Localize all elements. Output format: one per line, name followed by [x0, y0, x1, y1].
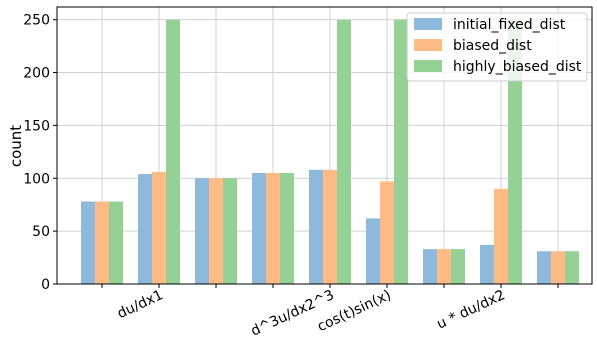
bar-highly_biased_dist: [223, 178, 237, 284]
y-tick-label: 250: [23, 13, 50, 29]
bar-highly_biased_dist: [109, 201, 123, 284]
bar-biased_dist: [551, 251, 565, 284]
legend-swatch-biased_dist: [414, 39, 442, 51]
x-tick-label: u * du/dx2: [434, 287, 507, 332]
y-tick-label: 0: [41, 277, 50, 293]
y-tick-label: 150: [23, 118, 50, 134]
y-tick-label: 200: [23, 66, 50, 82]
y-axis-label: count: [7, 125, 25, 167]
y-tick-label: 50: [32, 224, 50, 240]
bar-highly_biased_dist: [337, 19, 351, 285]
bar-initial_fixed_dist: [195, 178, 209, 284]
legend-box: [406, 12, 588, 82]
bar-initial_fixed_dist: [138, 174, 152, 284]
y-tick-label: 100: [23, 171, 50, 187]
bar-highly_biased_dist: [565, 251, 579, 284]
legend: initial_fixed_dist biased_dist highly_bias…: [406, 12, 588, 82]
bar-biased_dist: [95, 201, 109, 284]
bar-initial_fixed_dist: [480, 244, 494, 284]
bar-initial_fixed_dist: [423, 249, 437, 284]
bar-biased_dist: [494, 188, 508, 284]
legend-swatch-initial_fixed_dist: [414, 18, 442, 30]
bar-biased_dist: [437, 249, 451, 284]
x-tick-label: du/dx1: [115, 287, 166, 322]
bar-initial_fixed_dist: [81, 201, 95, 284]
bar-initial_fixed_dist: [537, 251, 551, 284]
bar-initial_fixed_dist: [366, 218, 380, 284]
bar-highly_biased_dist: [166, 19, 180, 285]
bar-biased_dist: [380, 181, 394, 284]
bar-biased_dist: [209, 178, 223, 284]
bar-biased_dist: [266, 172, 280, 284]
bar-highly_biased_dist: [280, 172, 294, 284]
legend-swatch-highly_biased_dist: [414, 60, 442, 72]
legend-label-biased_dist: biased_dist: [453, 38, 532, 54]
bar-initial_fixed_dist: [252, 172, 266, 284]
legend-label-initial_fixed_dist: initial_fixed_dist: [453, 17, 566, 33]
y-ticks: 0 50 100 150 200 250: [23, 13, 57, 293]
bar-biased_dist: [152, 171, 166, 284]
bar-highly_biased_dist: [451, 249, 465, 284]
bar-initial_fixed_dist: [309, 169, 323, 284]
plot-frame: [56, 6, 593, 285]
bar-highly_biased_dist: [508, 19, 522, 285]
legend-label-highly_biased_dist: highly_biased_dist: [453, 59, 582, 75]
bar-highly_biased_dist: [394, 19, 408, 285]
bars: [81, 19, 579, 285]
bar-biased_dist: [323, 169, 337, 284]
